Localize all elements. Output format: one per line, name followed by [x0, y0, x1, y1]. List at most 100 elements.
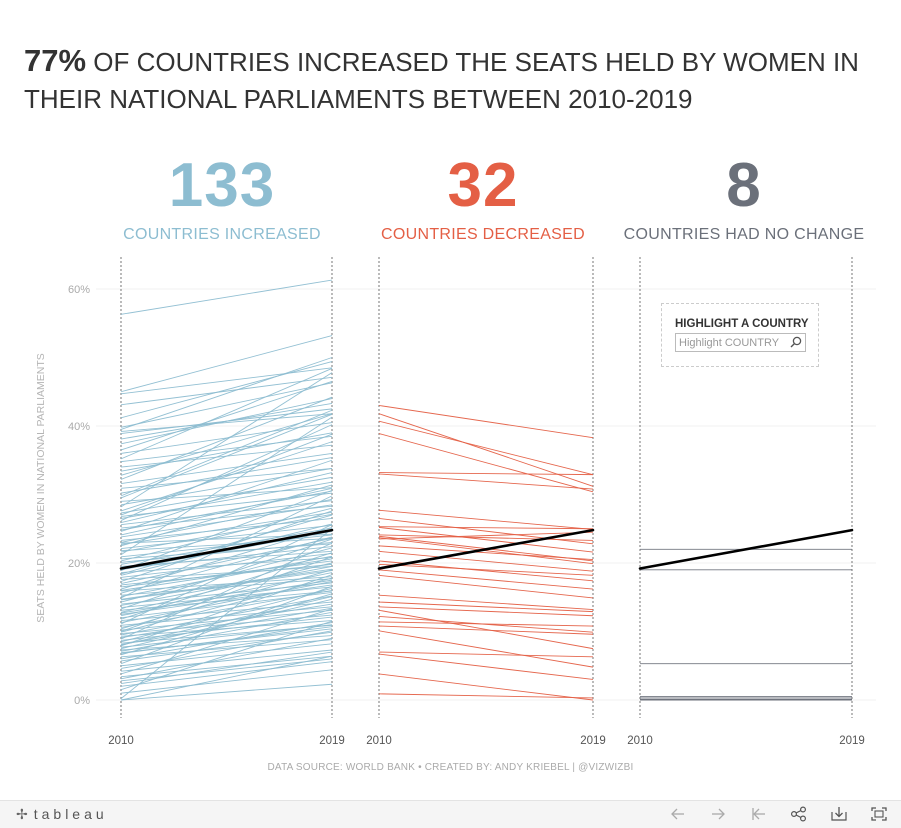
tableau-logo[interactable]: ✢ tableau: [16, 806, 108, 823]
kpi-decreased-label: COUNTRIES DECREASED: [381, 226, 585, 243]
highlight-title: HIGHLIGHT A COUNTRY: [675, 318, 809, 330]
country-line: [120, 513, 333, 553]
country-line: [120, 361, 333, 419]
country-line: [378, 420, 594, 476]
country-line: [120, 635, 333, 651]
country-line: [120, 409, 333, 497]
country-line: [120, 498, 333, 543]
country-line: [120, 683, 333, 701]
country-line: [120, 608, 333, 675]
tableau-toolbar: ✢ tableau: [0, 800, 901, 828]
panel-decreased: [378, 405, 594, 701]
country-line: [120, 649, 333, 672]
country-line: [120, 382, 333, 428]
country-line: [120, 585, 333, 665]
kpi-no-change-label: COUNTRIES HAD NO CHANGE: [623, 226, 865, 243]
forward-icon[interactable]: [709, 806, 727, 822]
panel-no-change: [640, 548, 852, 701]
country-line: [378, 405, 594, 439]
country-line: [120, 556, 333, 632]
country-line: [378, 526, 594, 553]
country-line: [378, 560, 594, 582]
country-line: [120, 579, 333, 614]
kpi-increased-label: COUNTRIES INCREASED: [123, 226, 321, 243]
country-line: [378, 563, 594, 576]
country-line: [120, 368, 333, 460]
country-line: [120, 570, 333, 601]
x-tick-label: 2010: [366, 735, 392, 747]
world-average-line: [377, 528, 595, 570]
country-line: [120, 457, 333, 494]
kpi-decreased-count: 32: [447, 151, 519, 220]
country-line: [378, 472, 594, 476]
country-line: [120, 507, 333, 562]
x-tick-label: 2019: [319, 735, 345, 747]
country-line: [120, 655, 333, 678]
country-line: [120, 489, 333, 571]
fullscreen-icon[interactable]: [870, 806, 888, 822]
country-line: [120, 531, 333, 571]
kpi-no-change-count: 8: [726, 151, 762, 220]
country-line: [378, 433, 594, 493]
country-line: [120, 490, 333, 531]
country-line: [120, 626, 333, 654]
country-line: [120, 669, 333, 694]
x-tick-label: 2010: [627, 735, 653, 747]
country-line: [378, 653, 594, 680]
country-line: [378, 545, 594, 561]
country-line: [378, 693, 594, 699]
country-line: [378, 534, 594, 541]
country-line: [120, 452, 333, 484]
search-icon[interactable]: [790, 336, 802, 348]
country-line: [120, 472, 333, 524]
country-line: [378, 569, 594, 590]
back-icon[interactable]: [669, 806, 687, 822]
country-line: [120, 596, 333, 646]
country-line: [120, 661, 333, 687]
country-line: [378, 531, 594, 540]
country-line: [120, 542, 333, 640]
data-source-credit: DATA SOURCE: WORLD BANK • CREATED BY: AN…: [267, 762, 634, 773]
y-tick-label: 40%: [68, 421, 90, 433]
country-line: [378, 630, 594, 668]
country-line: [120, 616, 333, 641]
world-average-lines: [119, 528, 854, 570]
country-line: [378, 609, 594, 650]
highlight-country-input[interactable]: [676, 334, 791, 351]
country-line: [120, 565, 333, 580]
tableau-logo-text: tableau: [33, 806, 108, 822]
country-line: [120, 372, 333, 508]
highlight-country-panel: HIGHLIGHT A COUNTRY: [661, 303, 819, 367]
y-tick-label: 20%: [68, 558, 90, 570]
country-line: [120, 555, 333, 598]
country-line: [120, 279, 333, 315]
country-line: [120, 639, 333, 658]
revert-icon[interactable]: [750, 806, 768, 822]
country-line: [378, 509, 594, 530]
world-average-line: [638, 528, 854, 570]
country-line: [120, 413, 333, 432]
country-line: [378, 413, 594, 487]
country-line: [120, 558, 333, 591]
country-line: [120, 593, 333, 656]
country-line: [120, 637, 333, 680]
country-line: [378, 537, 594, 565]
country-line: [120, 574, 333, 647]
highlight-input-wrapper[interactable]: [675, 333, 806, 352]
x-tick-label: 2010: [108, 735, 134, 747]
share-icon[interactable]: [790, 806, 808, 822]
country-line: [120, 500, 333, 526]
country-line: [378, 526, 594, 530]
page-title: 77% OF COUNTRIES INCREASED THE SEATS HEL…: [24, 42, 884, 118]
x-tick-label: 2019: [580, 735, 606, 747]
country-line: [120, 510, 333, 582]
country-line: [120, 587, 333, 643]
country-line: [378, 601, 594, 613]
country-line: [120, 416, 333, 556]
download-icon[interactable]: [830, 806, 848, 822]
country-line: [120, 376, 333, 406]
country-line: [120, 620, 333, 691]
country-line: [120, 441, 333, 512]
country-line: [120, 422, 333, 454]
country-line: [120, 536, 333, 594]
